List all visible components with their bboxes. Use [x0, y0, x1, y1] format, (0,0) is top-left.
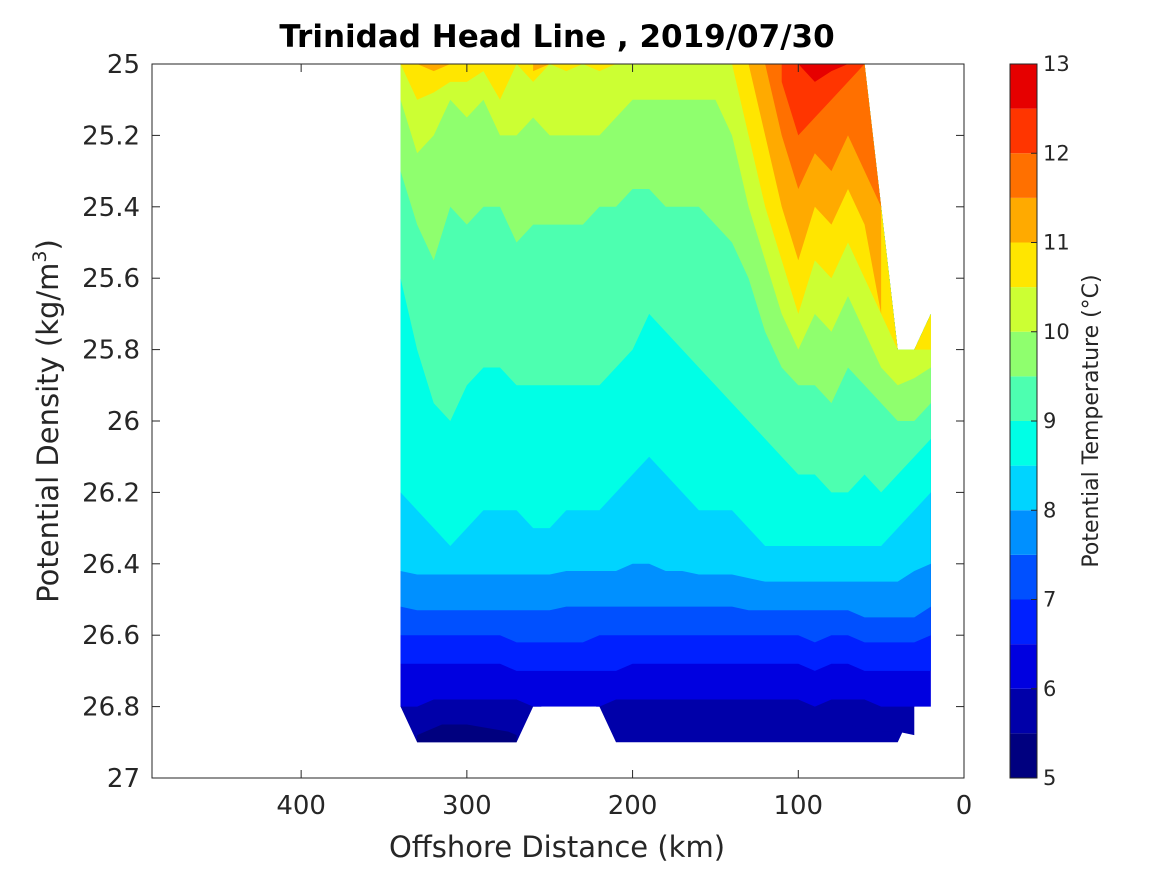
colorbar-segment [1010, 64, 1037, 109]
x-tick-label: 200 [608, 791, 658, 821]
colorbar-tick-label: 13 [1043, 52, 1070, 76]
x-tick-label: 100 [773, 791, 823, 821]
colorbar-tick-label: 12 [1043, 141, 1070, 165]
y-tick-label: 26.8 [82, 693, 140, 723]
colorbar-segment [1010, 421, 1037, 466]
colorbar-segment [1010, 510, 1037, 555]
y-axis-label-close: ) [31, 239, 65, 250]
y-tick-label: 25.6 [82, 264, 140, 294]
y-tick-label: 26.6 [82, 621, 140, 651]
colorbar-segment [1010, 331, 1037, 377]
contour-band-12.5 [798, 64, 848, 82]
colorbar-tick-label: 8 [1043, 498, 1056, 522]
x-axis-ticks: 400 300 200 100 0 [276, 64, 972, 821]
x-axis-label: Offshore Distance (km) [389, 830, 725, 864]
colorbar-segment [1010, 108, 1037, 154]
colorbar: 5 6 7 8 9 10 11 12 13 [1009, 52, 1070, 790]
y-tick-label: 25.8 [82, 336, 140, 366]
colorbar-tick-label: 10 [1043, 320, 1070, 344]
y-tick-label: 25.4 [82, 193, 140, 223]
contour-band-5.0 [417, 724, 517, 743]
colorbar-segment [1010, 197, 1037, 243]
contour-band-12 [781, 64, 865, 136]
colorbar-segment [1010, 644, 1037, 689]
x-tick-label: 400 [276, 791, 326, 821]
y-tick-label: 25 [107, 50, 140, 80]
contour-band-11-0 [417, 64, 467, 72]
contour-band-11-1 [533, 64, 583, 72]
y-tick-label: 27 [107, 764, 140, 794]
y-tick-label: 25.2 [82, 121, 140, 151]
x-tick-label: 0 [956, 791, 973, 821]
colorbar-segment [1010, 554, 1037, 600]
colorbar-segment [1010, 287, 1037, 332]
y-axis-label: Potential Density (kg/m3) [29, 239, 65, 603]
colorbar-segment [1010, 465, 1037, 511]
y-axis-label-superscript: 3 [29, 250, 51, 262]
y-axis-label-main: Potential Density (kg/m [31, 263, 65, 603]
colorbar-segment [1010, 242, 1037, 288]
colorbar-tick-label: 6 [1043, 677, 1056, 701]
colorbar-segment [1010, 153, 1037, 198]
colorbar-tick-label: 9 [1043, 409, 1056, 433]
no-data-notch [519, 706, 616, 746]
colorbar-tick-label: 11 [1043, 231, 1070, 255]
contour-fill-layer [400, 64, 931, 746]
colorbar-tick-label: 7 [1043, 588, 1056, 612]
y-tick-label: 26.4 [82, 550, 140, 580]
colorbar-tick-label: 5 [1043, 766, 1056, 790]
colorbar-segment [1010, 733, 1037, 778]
colorbar-segment [1010, 599, 1037, 645]
colorbar-label: Potential Temperature (°C) [1079, 274, 1104, 567]
chart-title: Trinidad Head Line , 2019/07/30 [279, 19, 834, 55]
colorbar-segment [1010, 376, 1037, 421]
colorbar-segment [1010, 688, 1037, 734]
y-tick-label: 26.2 [82, 478, 140, 508]
y-tick-label: 26 [107, 407, 140, 437]
y-axis-ticks: 25 25.2 25.4 25.6 25.8 26 26.2 26.4 26.6 26.8 27 [82, 50, 964, 794]
x-tick-label: 300 [442, 791, 492, 821]
